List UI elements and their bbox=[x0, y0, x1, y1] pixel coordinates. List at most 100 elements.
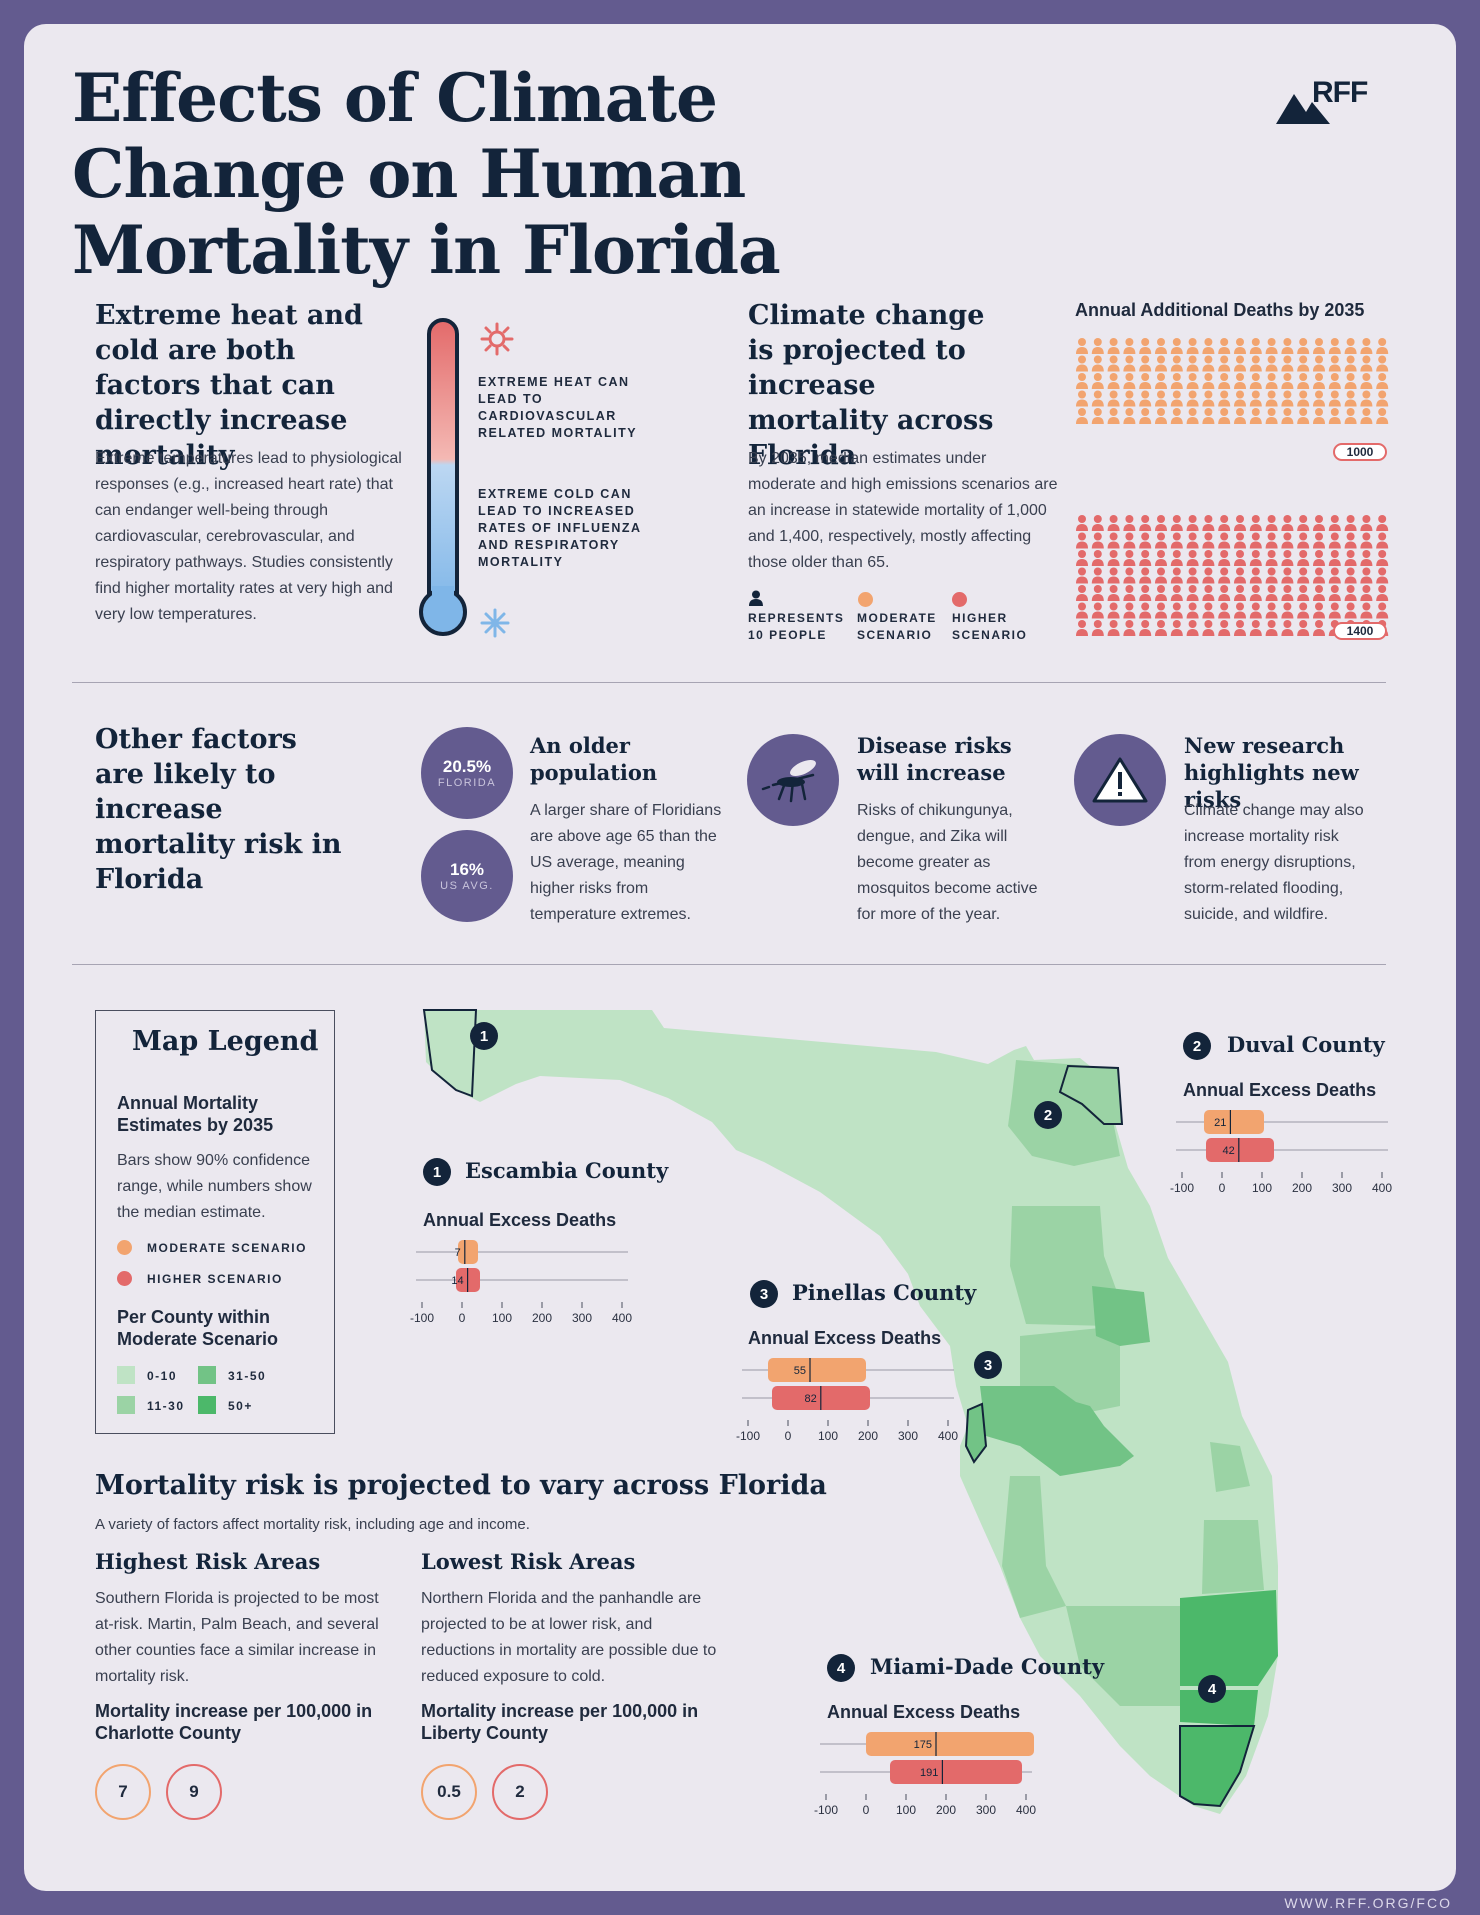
person-mark bbox=[1076, 390, 1088, 407]
county1-badge: 1 bbox=[423, 1158, 451, 1186]
legend-moderate-dot bbox=[117, 1240, 132, 1255]
county-region-coast bbox=[1202, 1520, 1264, 1594]
person-mark bbox=[1234, 355, 1246, 372]
person-mark bbox=[1249, 515, 1262, 531]
person-mark bbox=[1297, 515, 1310, 531]
county-region-east bbox=[1210, 1442, 1250, 1492]
person-mark bbox=[1218, 338, 1231, 354]
person-mark bbox=[1249, 532, 1262, 549]
person-mark bbox=[1139, 408, 1152, 424]
county3-badge: 3 bbox=[750, 1280, 778, 1308]
moderate-median-label: 21 bbox=[1214, 1117, 1226, 1129]
person-mark bbox=[1328, 532, 1341, 549]
person-mark bbox=[1360, 602, 1373, 619]
person-mark bbox=[1155, 602, 1167, 619]
axis-tick-label: 200 bbox=[1292, 1181, 1312, 1195]
moderate-ci-bar bbox=[768, 1358, 866, 1382]
map-badge-1: 1 bbox=[470, 1022, 498, 1050]
person-mark bbox=[1123, 550, 1136, 566]
person-mark bbox=[1344, 408, 1357, 424]
county-region-tampa bbox=[980, 1386, 1134, 1476]
person-mark bbox=[1186, 408, 1199, 424]
person-mark bbox=[1265, 602, 1278, 619]
map-badge-4: 4 bbox=[1198, 1675, 1226, 1703]
person-mark bbox=[1091, 408, 1104, 424]
person-mark bbox=[1123, 602, 1136, 619]
person-mark bbox=[1170, 550, 1183, 566]
section3-heading: Other factors are likely to increase mor… bbox=[95, 724, 342, 895]
county-region-miami-dade bbox=[1179, 1725, 1256, 1808]
person-mark bbox=[1076, 567, 1088, 584]
person-mark bbox=[1202, 338, 1215, 354]
person-mark bbox=[1076, 585, 1088, 601]
person-mark bbox=[1281, 585, 1294, 601]
person-mark bbox=[1249, 373, 1262, 389]
person-mark bbox=[1202, 373, 1215, 389]
person-mark bbox=[1202, 567, 1215, 584]
person-mark bbox=[1313, 408, 1325, 424]
person-mark bbox=[1328, 373, 1341, 389]
county3-sub: Annual Excess Deaths bbox=[748, 1328, 942, 1348]
county2-name: Duval County bbox=[1227, 1032, 1385, 1057]
person-mark bbox=[1107, 355, 1120, 372]
mosquito-icon bbox=[747, 734, 839, 826]
axis-tick-label: 300 bbox=[976, 1803, 996, 1817]
person-mark bbox=[1123, 567, 1136, 584]
swatch-31-50 bbox=[198, 1366, 216, 1384]
county-region-orlando bbox=[1092, 1286, 1150, 1346]
county-legend-title: Per County within Moderate Scenario bbox=[117, 1307, 279, 1349]
person-mark bbox=[1234, 585, 1246, 601]
person-mark bbox=[1249, 338, 1262, 354]
person-mark bbox=[1202, 355, 1215, 372]
person-mark bbox=[1249, 550, 1262, 566]
county-region-duval bbox=[1058, 1064, 1124, 1125]
legend-higher-dot bbox=[117, 1271, 132, 1286]
axis-tick-label: 0 bbox=[1219, 1181, 1226, 1195]
person-mark bbox=[1139, 338, 1152, 354]
person-mark bbox=[1170, 567, 1183, 584]
person-mark bbox=[1313, 373, 1325, 389]
person-mark bbox=[1107, 373, 1120, 389]
moderate-median-label: 7 bbox=[455, 1247, 461, 1259]
axis-tick-label: 200 bbox=[858, 1429, 878, 1443]
axis-tick-label: -100 bbox=[1170, 1181, 1194, 1195]
person-mark bbox=[1344, 532, 1357, 549]
moderate-ci-bar bbox=[866, 1732, 1034, 1756]
person-mark bbox=[1091, 567, 1104, 584]
section4-heading: Mortality risk is projected to vary acro… bbox=[95, 1470, 827, 1501]
lowest-risk-body: Northern Florida and the panhandle are p… bbox=[421, 1590, 717, 1685]
person-mark bbox=[1249, 390, 1262, 407]
person-mark bbox=[1360, 515, 1373, 531]
higher-dot bbox=[952, 592, 967, 607]
person-mark bbox=[1218, 602, 1231, 619]
axis-tick-label: 100 bbox=[818, 1429, 838, 1443]
axis-tick-label: -100 bbox=[410, 1311, 434, 1325]
person-mark bbox=[1076, 373, 1088, 389]
person-mark bbox=[1281, 408, 1294, 424]
snowflake-icon bbox=[480, 608, 510, 638]
cold-label: EXTREME COLD CAN LEAD TO INCREASED RATES… bbox=[478, 487, 642, 569]
person-mark bbox=[1313, 338, 1325, 354]
person-mark bbox=[1091, 532, 1104, 549]
person-mark bbox=[1123, 373, 1136, 389]
person-mark bbox=[1202, 408, 1215, 424]
bin-label-50-plus: 50+ bbox=[228, 1399, 253, 1413]
person-mark bbox=[1234, 408, 1246, 424]
florida-stat-label: FLORIDA bbox=[437, 777, 497, 789]
person-mark bbox=[1123, 355, 1136, 372]
person-mark bbox=[1218, 550, 1231, 566]
person-mark bbox=[1234, 390, 1246, 407]
person-mark bbox=[1376, 550, 1389, 566]
county2-badge: 2 bbox=[1183, 1032, 1211, 1060]
person-mark bbox=[1297, 567, 1310, 584]
person-mark bbox=[1297, 550, 1310, 566]
person-mark bbox=[1139, 373, 1152, 389]
county4-name: Miami-Dade County bbox=[870, 1654, 1105, 1679]
person-mark bbox=[1360, 585, 1373, 601]
person-mark bbox=[1313, 585, 1325, 601]
moderate-median-label: 55 bbox=[794, 1365, 806, 1377]
person-mark bbox=[1218, 567, 1231, 584]
pictogram-group-moderate bbox=[1076, 338, 1389, 424]
person-mark bbox=[1170, 515, 1183, 531]
us-stat-value: 16% bbox=[449, 860, 485, 879]
